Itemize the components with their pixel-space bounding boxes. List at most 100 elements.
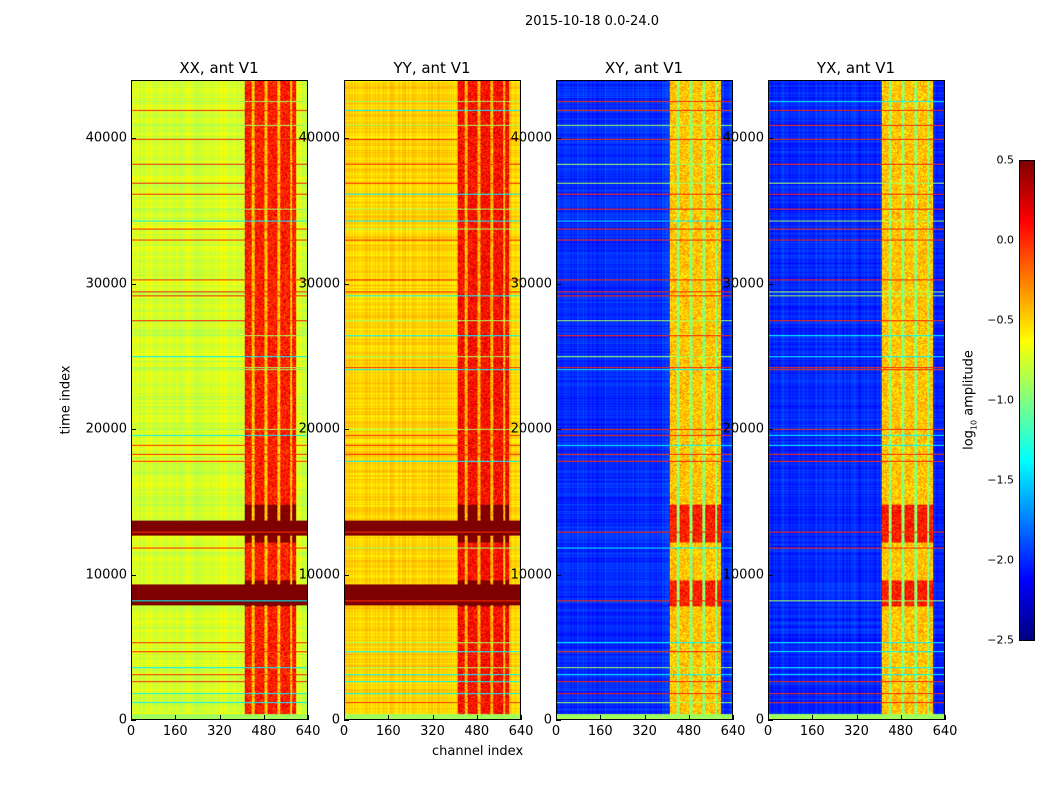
x-tick (432, 715, 434, 720)
y-tick-label: 40000 (298, 130, 340, 146)
x-tick (388, 715, 390, 720)
y-axis-label-text: time index (58, 365, 74, 435)
y-tick (556, 283, 561, 285)
y-tick (344, 720, 349, 721)
y-tick (131, 720, 136, 721)
colorbar-label-sub: 10 (969, 419, 979, 431)
x-tick-label: 160 (375, 724, 401, 739)
x-tick (600, 715, 602, 720)
y-tick (131, 429, 136, 431)
y-tick (556, 720, 561, 721)
x-tick-label: 160 (799, 724, 825, 739)
y-tick-label: 0 (331, 712, 340, 728)
colorbar (1019, 160, 1035, 641)
colorbar-tick-label: −2.5 (987, 633, 1014, 647)
x-tick-label: 320 (207, 724, 232, 739)
x-tick (688, 715, 690, 720)
colorbar-label-rest: amplitude (961, 350, 977, 420)
x-tick (812, 715, 814, 720)
y-tick-label: 20000 (85, 421, 127, 437)
colorbar-tick-label: −1.0 (987, 393, 1014, 407)
x-tick-label: 0 (763, 724, 773, 739)
x-tick (263, 715, 265, 720)
x-tick (644, 715, 646, 720)
colorbar-tick-label: −1.5 (987, 473, 1014, 487)
colorbar-label: log10 amplitude (962, 350, 979, 450)
heatmap-panel-2 (556, 80, 733, 720)
x-tick (131, 715, 132, 720)
y-tick-label: 40000 (722, 130, 764, 146)
x-tick-label: 480 (888, 724, 914, 739)
y-tick-label: 40000 (510, 130, 552, 146)
x-tick-label: 640 (720, 724, 746, 739)
x-tick (175, 715, 177, 720)
heatmap-image (132, 81, 307, 719)
x-tick (856, 715, 858, 720)
x-tick (521, 715, 522, 720)
x-tick-label: 480 (676, 724, 702, 739)
y-tick (131, 574, 136, 576)
y-tick (768, 429, 773, 431)
colorbar-label-base: log (961, 430, 977, 450)
x-tick-label: 160 (162, 724, 188, 739)
x-tick (344, 715, 345, 720)
x-tick (945, 715, 946, 720)
colorbar-tick-label: 0.0 (996, 233, 1015, 247)
y-tick (344, 283, 349, 285)
y-tick (556, 574, 561, 576)
y-tick-label: 30000 (722, 276, 764, 292)
colorbar-tick-label: 0.5 (996, 153, 1015, 167)
heatmap-image (557, 81, 732, 719)
y-tick-label: 30000 (298, 276, 340, 292)
x-tick-label: 640 (932, 724, 958, 739)
x-tick-label: 320 (632, 724, 657, 739)
y-tick (768, 283, 773, 285)
heatmap-panel-3 (768, 80, 945, 720)
y-tick (344, 429, 349, 431)
colorbar-tick-label: −0.5 (987, 313, 1014, 327)
y-tick (344, 138, 349, 140)
panel-title: YX, ant V1 (816, 59, 896, 77)
heatmap-panel-1 (344, 80, 521, 720)
x-axis-label: channel index (432, 744, 524, 759)
panel-title: YY, ant V1 (393, 59, 471, 77)
y-tick-label: 10000 (510, 567, 552, 583)
x-tick-label: 0 (339, 724, 349, 739)
y-tick (344, 574, 349, 576)
panel-title: XX, ant V1 (179, 59, 259, 77)
y-tick-label: 10000 (722, 567, 764, 583)
y-tick-label: 40000 (85, 130, 127, 146)
heatmap-panel-0 (131, 80, 308, 720)
y-tick (131, 138, 136, 140)
x-tick-label: 480 (251, 724, 277, 739)
colorbar-tick-label: −2.0 (987, 553, 1014, 567)
x-tick (900, 715, 902, 720)
x-tick-label: 0 (126, 724, 136, 739)
y-tick (131, 283, 136, 285)
y-tick (768, 574, 773, 576)
y-tick (768, 138, 773, 140)
x-tick (219, 715, 221, 720)
y-tick (768, 720, 773, 721)
x-tick-label: 640 (295, 724, 321, 739)
x-tick (308, 715, 309, 720)
y-tick-label: 0 (543, 712, 552, 728)
panel-title: XY, ant V1 (604, 59, 684, 77)
heatmap-image (769, 81, 944, 719)
y-tick-label: 20000 (510, 421, 552, 437)
y-tick (556, 429, 561, 431)
y-tick-label: 10000 (85, 567, 127, 583)
y-tick-label: 30000 (85, 276, 127, 292)
heatmap-image (345, 81, 520, 719)
x-tick (768, 715, 769, 720)
y-tick-label: 0 (755, 712, 764, 728)
y-tick-label: 20000 (298, 421, 340, 437)
x-tick-label: 320 (844, 724, 869, 739)
x-tick-label: 640 (508, 724, 534, 739)
x-tick (733, 715, 734, 720)
y-tick-label: 20000 (722, 421, 764, 437)
x-tick-label: 320 (420, 724, 445, 739)
x-tick (476, 715, 478, 720)
y-tick (556, 138, 561, 140)
